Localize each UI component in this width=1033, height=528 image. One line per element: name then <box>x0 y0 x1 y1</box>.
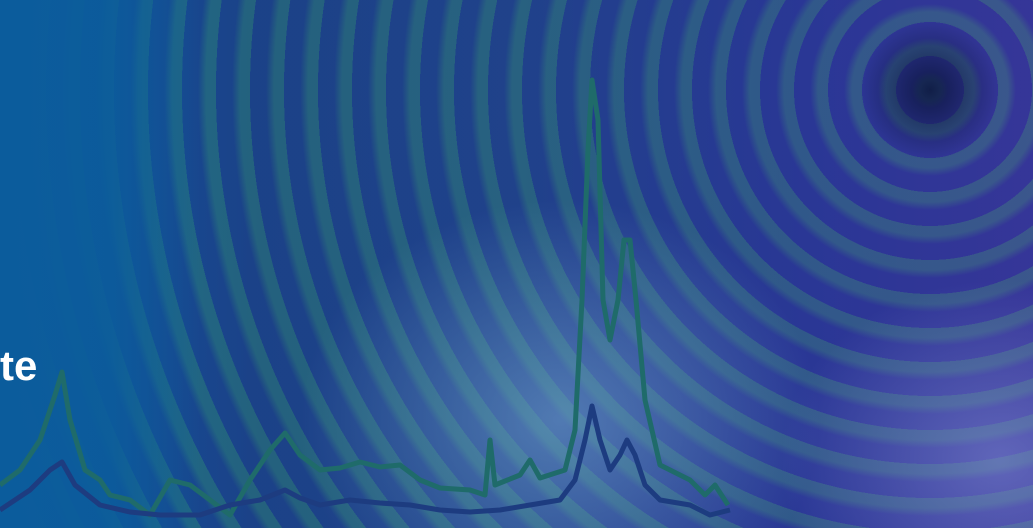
spectrum-blue <box>0 406 730 515</box>
banner: te <box>0 0 1033 528</box>
spectrum-green <box>0 80 728 515</box>
spectra-decoration <box>0 0 1033 528</box>
banner-heading: te <box>0 340 37 392</box>
